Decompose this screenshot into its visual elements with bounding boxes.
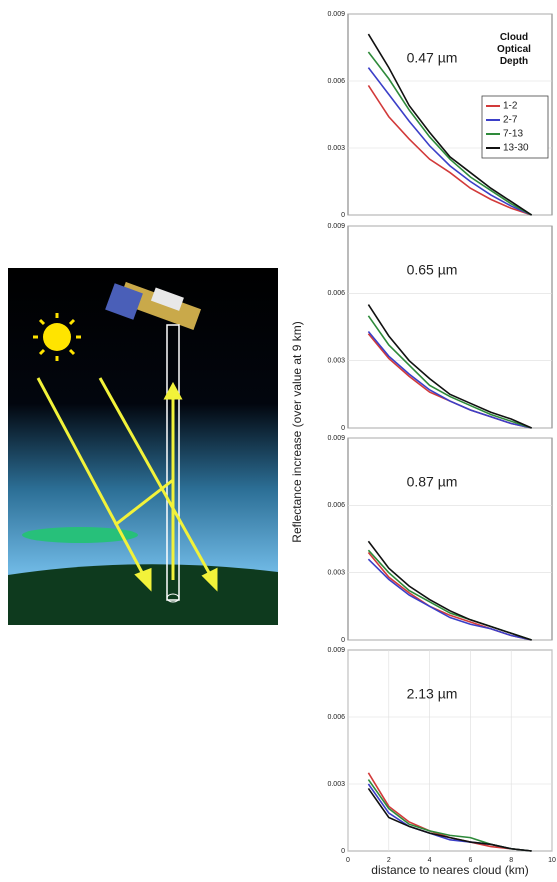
series-line <box>367 85 532 216</box>
legend-label: 7-13 <box>503 129 523 140</box>
x-tick-label: 0 <box>346 857 350 864</box>
plot-frame <box>347 225 553 429</box>
x-tick-label: 6 <box>468 857 472 864</box>
legend-label: 1-2 <box>503 101 518 112</box>
series-line <box>367 51 532 216</box>
series-line <box>367 304 532 429</box>
legend-title: Cloud Optical Depth <box>497 32 531 67</box>
series-line <box>367 33 533 216</box>
illustration <box>8 268 278 625</box>
series-line <box>367 315 532 429</box>
series-line <box>367 540 532 641</box>
y-tick-label: 0.003 <box>327 781 345 788</box>
panel-title: 0.65 µm <box>407 262 458 278</box>
y-tick-label: 0.006 <box>327 714 345 721</box>
x-axis-label: distance to neares cloud (km) <box>371 863 528 877</box>
y-tick-label: 0.003 <box>327 145 345 152</box>
y-tick-label: 0 <box>341 212 345 219</box>
legend-label: 2-7 <box>503 115 518 126</box>
legend-label: 13-30 <box>503 143 529 154</box>
y-tick-label: 0.003 <box>327 358 345 365</box>
y-tick-label: 0.006 <box>327 502 345 509</box>
panel-title: 0.47 µm <box>407 50 458 66</box>
x-tick-label: 4 <box>428 857 432 864</box>
x-tick-label: 8 <box>509 857 513 864</box>
y-tick-label: 0.003 <box>327 570 345 577</box>
panel-title: 2.13 µm <box>407 686 458 702</box>
y-tick-label: 0.009 <box>327 223 345 230</box>
y-tick-label: 0.006 <box>327 290 345 297</box>
panel-title: 0.87 µm <box>407 474 458 490</box>
y-tick-label: 0 <box>341 637 345 644</box>
y-tick-label: 0.009 <box>327 435 345 442</box>
y-tick-label: 0.006 <box>327 78 345 85</box>
y-axis-label: Reflectance increase (over value at 9 km… <box>290 321 304 542</box>
series-line <box>367 788 532 852</box>
series-line <box>367 558 532 641</box>
y-tick-label: 0 <box>341 848 345 855</box>
series-line <box>367 67 532 216</box>
y-tick-label: 0.009 <box>327 647 345 654</box>
y-tick-label: 0.009 <box>327 11 345 18</box>
series-line <box>367 330 532 429</box>
plot-frame <box>347 437 553 641</box>
x-tick-label: 10 <box>548 857 556 864</box>
plot-frame <box>347 649 553 852</box>
y-tick-label: 0 <box>341 425 345 432</box>
x-tick-label: 2 <box>387 857 391 864</box>
